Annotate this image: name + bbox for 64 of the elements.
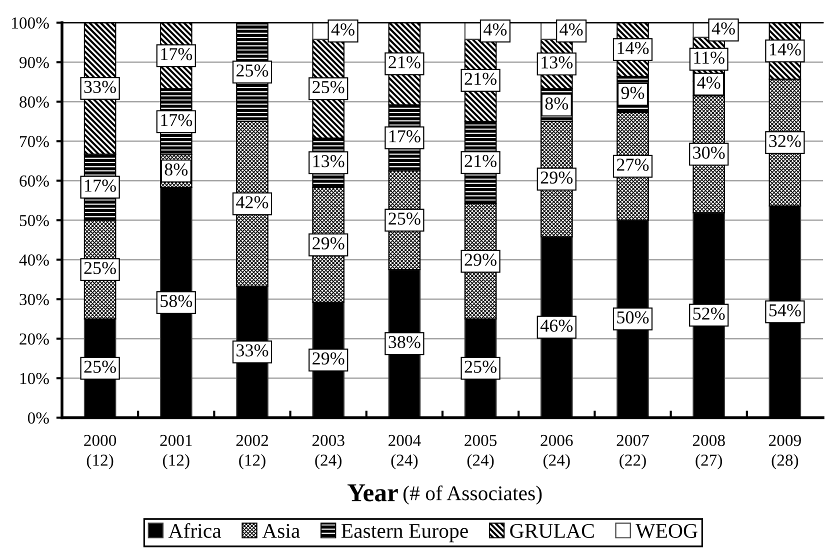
legend-label: Asia [262,524,300,538]
data-label: 14% [618,42,649,54]
data-label: 50% [617,311,649,324]
data-label: 25% [312,81,344,94]
data-label: 30% [693,146,725,159]
data-label: 17% [161,114,192,126]
y-tick-label: 30% [20,294,49,306]
data-label: 27% [616,158,649,171]
data-label: 29% [312,352,344,365]
legend-label: WEOG [636,524,698,538]
x-tick-label: 2004 (24) [388,434,421,470]
data-label: 21% [464,72,496,85]
data-label: 25% [464,360,496,373]
x-tick-label: 2007 (22) [616,434,649,470]
x-axis-title: Year (# of Associates) [348,484,542,505]
x-tick-label: 2002 (12) [236,434,268,470]
data-label: 25% [388,212,420,225]
x-tick-label: 2008 (27) [692,434,725,470]
data-label: 54% [769,304,801,316]
data-label: 17% [389,130,420,142]
data-label: 42% [236,196,268,208]
data-label: 8% [164,163,188,176]
legend-label: Eastern Europe [341,524,468,542]
x-tick-label: 2009 (28) [769,434,801,470]
data-label: 21% [464,154,496,168]
data-label: 14% [770,43,801,56]
legend-label: Africa [168,523,222,538]
data-label: 17% [161,48,192,60]
y-tick-label: 10% [20,372,49,384]
data-label: 58% [160,294,192,308]
y-tick-label: 100% [12,17,49,29]
y-tick-label: 80% [20,96,49,108]
y-tick-label: 70% [20,136,49,148]
x-tick-label: 2001 (12) [160,434,192,470]
y-tick-label: 0% [28,412,49,424]
data-label: 32% [769,134,801,148]
data-label: 25% [84,262,116,274]
data-label: 33% [236,344,268,357]
x-tick-label: 2000 (12) [84,434,116,470]
data-label: 9% [621,86,644,99]
data-label: 29% [464,254,496,266]
x-tick-label: 2006 (24) [540,434,573,470]
data-label: 21% [388,56,420,68]
data-label: 38% [388,336,420,348]
y-tick-label: 90% [19,56,49,68]
data-label: 25% [236,64,268,77]
y-tick-label: 20% [20,333,49,345]
y-tick-label: 50% [20,214,49,226]
data-label: 29% [540,171,573,184]
data-label: 11% [694,52,724,64]
data-label: 17% [85,180,116,192]
data-label: 52% [693,308,725,320]
data-label: 25% [84,360,116,373]
data-label: 8% [545,97,568,110]
y-tick-label: 40% [19,254,49,266]
data-label: 46% [540,320,573,332]
y-tick-label: 60% [20,175,49,187]
x-tick-label: 2003 (24) [312,434,344,470]
x-tick-label: 2005 (24) [464,434,497,470]
data-label: 13% [313,155,344,168]
data-label: 13% [542,56,573,69]
data-label: 33% [84,80,116,94]
legend-label: GRULAC [510,524,594,538]
data-label: 29% [312,237,344,250]
